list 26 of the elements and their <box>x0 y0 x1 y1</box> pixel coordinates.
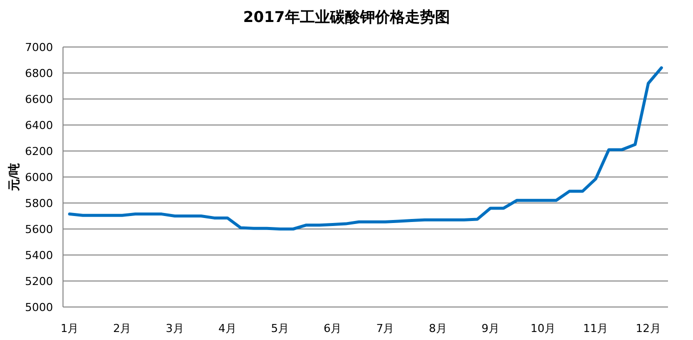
y-axis-title: 元/吨 <box>7 162 21 192</box>
line-series <box>68 66 663 230</box>
x-tick-label: 12月 <box>636 322 661 335</box>
y-tick-label: 5200 <box>25 275 53 288</box>
y-tick-label: 5800 <box>25 197 53 210</box>
x-tick-label: 1月 <box>60 322 79 335</box>
y-tick-label: 5600 <box>25 223 53 236</box>
y-tick-label: 5400 <box>25 249 53 262</box>
x-tick-label: 5月 <box>271 322 290 335</box>
y-tick-label: 6800 <box>25 67 53 80</box>
x-tick-label: 6月 <box>324 322 342 335</box>
y-tick-label: 7000 <box>25 41 53 54</box>
x-tick-label: 2月 <box>113 322 132 335</box>
x-tick-label: 10月 <box>530 322 556 335</box>
x-tick-label: 9月 <box>481 322 500 335</box>
x-tick-label: 11月 <box>583 322 608 335</box>
x-tick-label: 8月 <box>428 322 447 335</box>
x-tick-label: 3月 <box>166 322 184 335</box>
y-tick-label: 5000 <box>25 301 53 314</box>
y-tick-label: 6200 <box>25 145 53 158</box>
x-tick-label: 4月 <box>218 322 236 335</box>
x-tick-label: 7月 <box>376 322 394 335</box>
y-tick-label: 6600 <box>25 93 53 106</box>
y-tick-label: 6400 <box>25 119 53 132</box>
y-tick-label: 6000 <box>25 171 53 184</box>
chart-title: 2017年工业碳酸钾价格走势图 <box>243 8 450 26</box>
